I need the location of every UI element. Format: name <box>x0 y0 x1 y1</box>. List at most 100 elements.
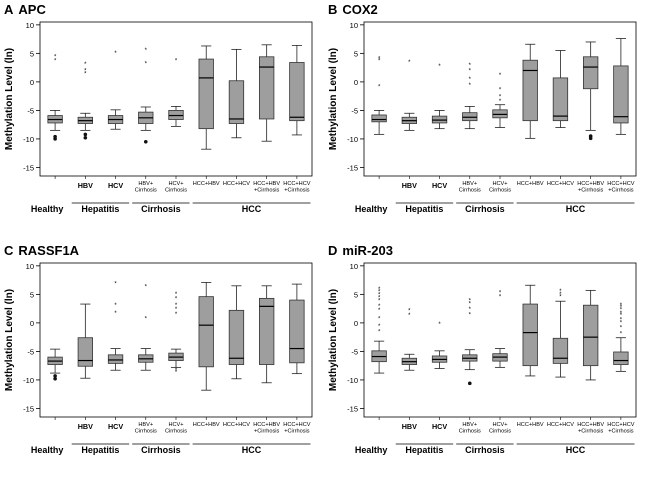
category-label: HBV <box>78 422 93 431</box>
category-label: HCC+HCV <box>607 422 634 428</box>
y-tick-label: -10 <box>347 376 358 385</box>
category-label: HBV+ <box>138 422 153 428</box>
box-2: ** <box>401 309 417 371</box>
outlier-point: * <box>145 317 148 323</box>
y-tick-label: -10 <box>347 135 358 144</box>
outlier-point: * <box>175 303 178 309</box>
category-label: HCC+HBV <box>193 422 220 428</box>
box-7 <box>228 48 245 139</box>
box-iqr <box>228 80 245 124</box>
outlier-point: * <box>145 61 148 67</box>
outlier-point: * <box>378 298 381 304</box>
category-label: HCV+ <box>492 422 507 428</box>
category-label: +Cirrhosis <box>254 429 280 435</box>
group-label: HCC <box>566 445 586 455</box>
outlier-point: * <box>175 370 178 376</box>
category-label: HBV+ <box>462 181 477 187</box>
box-2: *** <box>77 62 93 140</box>
box-3: * <box>107 51 124 130</box>
box-9 <box>289 44 305 136</box>
outlier-point <box>588 136 593 141</box>
outlier-point: * <box>469 77 472 83</box>
category-label: HCC+HCV <box>607 181 634 187</box>
panel-gene: RASSF1A <box>18 243 79 258</box>
group-label: Hepatitis <box>81 204 119 214</box>
outlier-point: * <box>378 330 381 336</box>
y-axis-label: Methylation Level (ln) <box>4 289 15 391</box>
outlier-point: * <box>84 72 87 78</box>
category-label: HCV+ <box>168 181 183 187</box>
y-tick-label: 0 <box>30 319 34 328</box>
outlier-point: * <box>469 69 472 75</box>
group-label: Cirrhosis <box>141 204 181 214</box>
panel-A: A APC 10 5 0 -5 -10 -15 Methylation Level (ln) HB… <box>4 2 313 214</box>
box-8 <box>259 285 275 384</box>
outlier-point: * <box>499 94 502 100</box>
category-label: HCV <box>108 181 123 190</box>
box-3: * <box>431 322 448 369</box>
y-axis-label: Methylation Level (ln) <box>4 48 15 150</box>
box-2 <box>77 303 93 379</box>
outlier-point: * <box>620 311 623 317</box>
category-label: HCC+HCV <box>283 422 310 428</box>
outlier-point: * <box>378 308 381 314</box>
group-label: HCC <box>242 445 262 455</box>
outlier-point: * <box>408 313 411 319</box>
outlier-point: * <box>438 322 441 328</box>
outlier-point <box>143 139 148 144</box>
panel-gene: miR-203 <box>342 243 393 258</box>
y-tick-label: -15 <box>23 163 34 172</box>
category-label: +Cirrhosis <box>608 188 634 194</box>
box-5: ** <box>492 290 508 368</box>
box-iqr <box>289 299 305 364</box>
box-iqr <box>228 309 245 365</box>
outlier-point <box>83 135 88 140</box>
category-label: HCV+ <box>168 422 183 428</box>
box-3: * * * <box>107 282 124 371</box>
group-label: Cirrhosis <box>465 445 505 455</box>
box-iqr <box>552 77 569 122</box>
category-label: HCC+HBV <box>253 422 280 428</box>
box-6 <box>522 43 538 139</box>
y-tick-label: 0 <box>354 78 358 87</box>
category-label: HCC+HBV <box>577 181 604 187</box>
y-tick-label: 0 <box>30 78 34 87</box>
box-iqr <box>522 59 538 122</box>
outlier-point: * <box>499 290 502 296</box>
box-1 <box>47 348 63 381</box>
panel-gene: COX2 <box>342 2 377 17</box>
y-tick-label: 5 <box>354 290 358 299</box>
category-label: Cirrhosis <box>135 429 157 435</box>
y-tick-label: 0 <box>354 319 358 328</box>
category-label: Cirrhosis <box>135 188 157 194</box>
category-label: +Cirrhosis <box>254 188 280 194</box>
outlier-point: * <box>469 63 472 69</box>
box-4: ** <box>138 48 154 144</box>
box-1: ********** <box>371 287 387 374</box>
box-7 <box>228 285 245 380</box>
category-label: Cirrhosis <box>489 188 511 194</box>
category-label: HCC+HCV <box>547 422 574 428</box>
group-label: Hepatitis <box>81 445 119 455</box>
panel-letter: A <box>4 2 14 17</box>
category-label: Cirrhosis <box>165 429 187 435</box>
box-iqr <box>259 297 275 365</box>
y-tick-label: 5 <box>30 49 34 58</box>
box-5: * <box>168 58 184 127</box>
box-8 <box>583 289 599 381</box>
outlier-point: * <box>559 294 562 300</box>
box-6 <box>522 284 538 377</box>
category-label: HCC+HBV <box>193 181 220 187</box>
category-label: HCC+HCV <box>547 181 574 187</box>
y-tick-label: -10 <box>23 135 34 144</box>
box-iqr <box>583 56 599 90</box>
outlier-point: * <box>499 73 502 79</box>
box-iqr <box>259 56 275 120</box>
outlier-point: * <box>469 307 472 313</box>
box-8 <box>583 41 599 141</box>
box-5: **** <box>492 73 508 128</box>
outlier-point: * <box>469 313 472 319</box>
category-label: +Cirrhosis <box>608 429 634 435</box>
